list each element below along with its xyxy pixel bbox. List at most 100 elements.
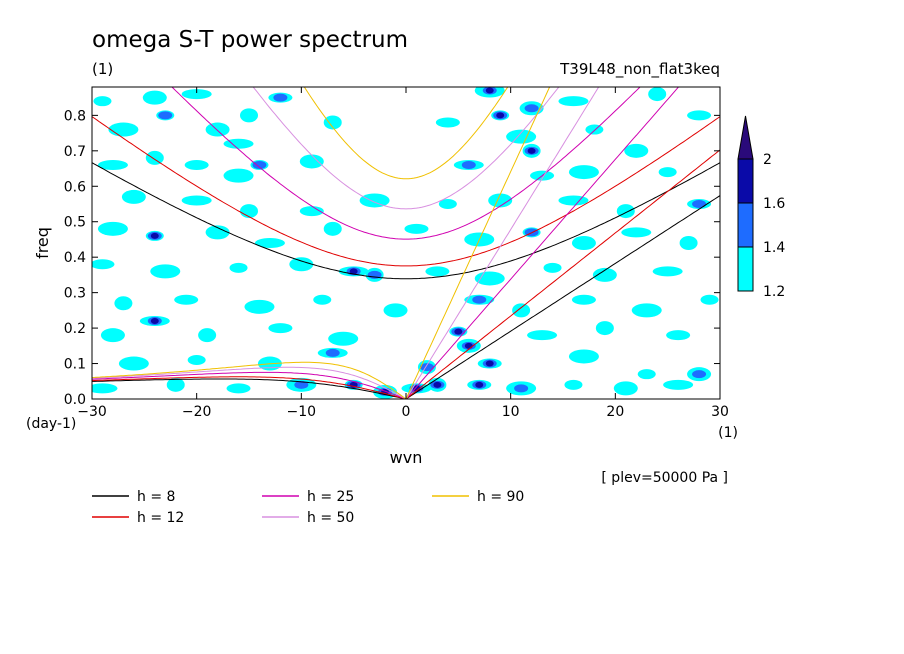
spectral-cell [558, 195, 589, 206]
spectral-cell-core [325, 348, 340, 357]
x-tick-label: 20 [606, 404, 624, 420]
spectral-cell [299, 206, 324, 217]
legend-label: h = 8 [137, 489, 175, 505]
legend-label: h = 12 [137, 510, 184, 526]
plev-label: [ plev=50000 Pa ] [601, 470, 728, 486]
spectral-cell-core [472, 295, 487, 304]
rossby-curve [92, 376, 407, 399]
x-axis-label: wvn [390, 448, 423, 467]
rossby-curve [92, 371, 407, 399]
spectral-cell [488, 193, 513, 208]
spectral-cell-core [461, 161, 476, 169]
spectral-cell [631, 303, 662, 318]
spectral-cell [92, 383, 118, 394]
spectral-cell-core [252, 161, 267, 169]
spectral-cell [595, 321, 614, 336]
spectral-cell [93, 96, 112, 107]
colorbar-box [737, 158, 754, 204]
y-unit-label: (day-1) [26, 416, 76, 432]
colorbar-label: 2 [763, 152, 772, 168]
spectral-cell [624, 143, 649, 158]
spectral-cell [229, 262, 248, 273]
spectral-cell [568, 165, 599, 180]
ig-curve [92, 162, 720, 280]
spectral-cell [512, 303, 531, 318]
spectral-cell-peak [150, 232, 159, 239]
spectral-cell [313, 294, 332, 305]
spectral-cell-peak [496, 112, 505, 119]
spectral-cell [226, 383, 251, 394]
legend-label: h = 90 [477, 489, 524, 505]
spectral-cell [558, 96, 589, 107]
spectral-cell [666, 330, 691, 341]
spectral-cell [571, 236, 596, 250]
spectral-cell [114, 296, 133, 311]
spectral-cell [142, 90, 167, 105]
colorbar-label: 1.6 [763, 196, 785, 212]
spectral-cell [205, 225, 230, 240]
y-tick-label: 0.4 [64, 250, 86, 266]
spectral-cell [97, 160, 128, 170]
spectral-cell [118, 356, 149, 371]
spectral-cell [299, 154, 324, 169]
x-tick-label: −10 [287, 404, 317, 420]
spectral-cell-core [273, 93, 288, 102]
spectral-cell [621, 227, 652, 238]
spectral-cell [240, 204, 258, 219]
spectral-cell-core [419, 363, 434, 372]
y-tick-label: 0.2 [64, 321, 86, 337]
spectral-cell-core [692, 200, 707, 208]
legend-label: h = 25 [307, 489, 354, 505]
spectral-cell [687, 110, 712, 121]
spectral-cell-peak [454, 328, 463, 335]
spectral-cell [145, 150, 164, 165]
spectral-cell [100, 328, 125, 343]
spectral-cell-peak [485, 87, 494, 94]
spectral-cell [383, 303, 408, 318]
spectral-cell [652, 266, 683, 277]
spectral-cell [150, 264, 181, 279]
y-tick-label: 0.0 [64, 392, 86, 408]
spectral-cell [425, 266, 450, 277]
spectral-cell [108, 122, 139, 137]
x-tick-label: 30 [711, 404, 729, 420]
experiment-label: T39L48_non_flat3keq [559, 60, 720, 79]
x-tick-label: 0 [402, 404, 411, 420]
legend-label: h = 50 [307, 510, 354, 526]
spectral-cell [571, 294, 596, 305]
spectral-cell [474, 271, 505, 286]
spectral-cell [323, 221, 342, 236]
spectral-cell [121, 189, 146, 204]
colorbar: 1.2 1.4 1.6 2 [737, 115, 785, 300]
spectral-cell [404, 223, 429, 234]
spectral-cell [166, 377, 185, 392]
spectral-cell [205, 122, 230, 137]
spectral-cell [359, 193, 390, 208]
kelvin-curve [405, 87, 600, 399]
rossby-curve [92, 378, 407, 399]
spectral-cell [527, 330, 558, 341]
spectral-cell [663, 379, 694, 390]
x-tick-label: 10 [502, 404, 520, 420]
spectral-cell-peak [475, 381, 484, 388]
spectral-cell [184, 160, 209, 170]
chart-title: omega S-T power spectrum [92, 27, 408, 53]
spectral-cell [92, 259, 115, 270]
spectral-cell-peak [527, 147, 536, 154]
spectral-cell [187, 355, 206, 365]
spectral-cell [658, 167, 677, 178]
spectral-cell-core [524, 104, 539, 113]
spectral-cell-peak [464, 342, 473, 349]
rossby-curve [92, 366, 407, 399]
ig-curve [92, 116, 720, 267]
ig-curve [303, 87, 509, 180]
y-tick-label: 0.6 [64, 179, 86, 195]
kelvin-curve [405, 149, 720, 399]
spectral-cell [323, 115, 342, 130]
spectral-cell-core [692, 370, 707, 379]
kelvin-curve [405, 195, 720, 399]
kelvin-curve [405, 87, 680, 399]
spectral-cell [97, 221, 128, 236]
colorbar-label: 1.2 [763, 284, 785, 300]
ig-curve [252, 87, 560, 210]
